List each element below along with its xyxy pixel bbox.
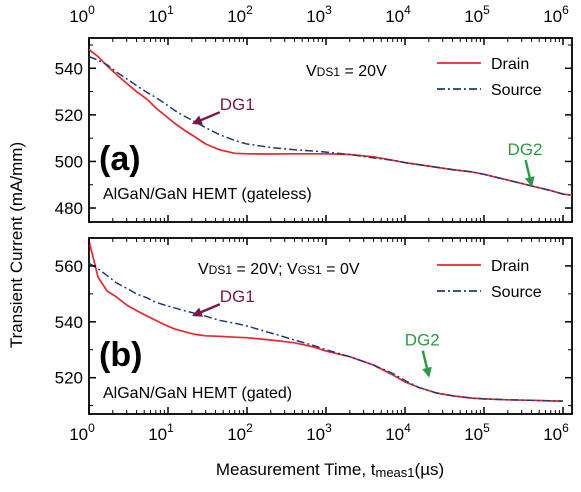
x-tick-exponent: 5: [483, 3, 490, 17]
x-tick-exponent: 1: [167, 3, 174, 17]
x-tick-base: 10: [227, 7, 246, 26]
x-tick-label-top: 106: [543, 3, 569, 26]
y-tick-label: 540: [55, 313, 83, 332]
x-tick-label-top: 104: [385, 3, 411, 26]
legend-label-source: Source: [491, 284, 542, 301]
panel-frames: [88, 37, 573, 415]
x-tick-label-bottom: 104: [385, 421, 411, 444]
x-tick-exponent: 6: [562, 421, 569, 435]
x-tick-label-bottom: 102: [227, 421, 253, 444]
x-tick-exponent: 6: [562, 3, 569, 17]
x-tick-exponent: 4: [404, 3, 411, 17]
condition-v1-val: = 20V: [340, 63, 387, 80]
condition-v2-val: = 0V: [322, 261, 360, 278]
x-tick-label-top: 105: [464, 3, 490, 26]
x-tick-base: 10: [148, 7, 167, 26]
x-tick-base: 10: [543, 425, 562, 444]
x-tick-label-top: 103: [306, 3, 332, 26]
y-tick-label: 540: [55, 59, 83, 78]
x-tick-base: 10: [464, 7, 483, 26]
annotation-label-dg1: DG1: [220, 287, 255, 306]
x-tick-exponent: 1: [167, 421, 174, 435]
condition-v1: V: [306, 63, 317, 80]
x-tick-exponent: 0: [88, 3, 95, 17]
annotation-arrow-dg1: [191, 111, 221, 125]
x-tick-label-top: 101: [148, 3, 174, 26]
annotation-label-dg2: DG2: [508, 140, 543, 159]
x-tick-base: 10: [385, 425, 404, 444]
x-tick-base: 10: [227, 425, 246, 444]
x-tick-label-bottom: 105: [464, 421, 490, 444]
x-tick-base: 10: [464, 425, 483, 444]
x-axis-label-main: Measurement Time, t: [216, 460, 376, 479]
x-tick-base: 10: [543, 7, 562, 26]
x-tick-base: 10: [306, 7, 325, 26]
x-tick-label-bottom: 101: [148, 421, 174, 444]
y-tick-label: 500: [55, 152, 83, 171]
annotation-arrow-dg2: [421, 350, 432, 378]
x-tick-label-top: 102: [227, 3, 253, 26]
series-line-source: [88, 55, 573, 196]
x-tick-exponent: 2: [246, 421, 253, 435]
series-layer: [88, 48, 573, 402]
x-tick-exponent: 0: [88, 421, 95, 435]
y-tick-label: 520: [55, 106, 83, 125]
bias-condition-label: VDS1 = 20V; VGS1 = 0V: [198, 261, 360, 278]
x-tick-label-bottom: 100: [69, 421, 95, 444]
device-label: AlGaN/GaN HEMT (gated): [103, 385, 292, 402]
condition-v2: V: [287, 261, 298, 278]
y-axis-label: Transient Current (mA/mm): [7, 142, 26, 348]
x-tick-base: 10: [69, 7, 88, 26]
x-tick-exponent: 3: [325, 421, 332, 435]
panel-frame: [88, 37, 573, 223]
condition-v1-sub: DS1: [209, 263, 233, 277]
x-tick-base: 10: [306, 425, 325, 444]
panel-label: (a): [99, 140, 141, 178]
condition-v1: V: [198, 261, 209, 278]
legend-label-source: Source: [491, 82, 542, 99]
annotation-label-dg1: DG1: [220, 95, 255, 114]
x-tick-exponent: 2: [246, 3, 253, 17]
x-tick-base: 10: [385, 7, 404, 26]
ticks-layer: [88, 38, 572, 414]
x-tick-label-bottom: 106: [543, 421, 569, 444]
x-tick-exponent: 4: [404, 421, 411, 435]
y-tick-label: 520: [55, 369, 83, 388]
x-axis-label-sub: meas1: [376, 465, 415, 480]
x-tick-exponent: 3: [325, 3, 332, 17]
legend-label-drain: Drain: [491, 56, 529, 73]
y-tick-label: 480: [55, 199, 83, 218]
x-tick-base: 10: [69, 425, 88, 444]
condition-v1-val: = 20V;: [232, 261, 287, 278]
device-label: AlGaN/GaN HEMT (gateless): [103, 186, 312, 203]
annotation-arrow-dg1: [191, 303, 221, 317]
condition-v2-sub: GS1: [298, 263, 322, 277]
legend-label-drain: Drain: [491, 258, 529, 275]
y-tick-label: 560: [55, 257, 83, 276]
annotation-label-dg2: DG2: [405, 331, 440, 350]
x-tick-label-top: 100: [69, 3, 95, 26]
x-tick-exponent: 5: [483, 421, 490, 435]
panel-label: (b): [99, 336, 142, 374]
y-axis-title: Transient Current (mA/mm): [7, 142, 26, 348]
x-tick-base: 10: [148, 425, 167, 444]
x-axis-label: Measurement Time, tmeas1(µs): [216, 460, 444, 480]
annotation-arrow-dg2: [524, 159, 535, 188]
x-tick-label-bottom: 103: [306, 421, 332, 444]
x-axis-label-unit: (µs): [415, 460, 445, 479]
condition-v1-sub: DS1: [317, 65, 341, 79]
bias-condition-label: VDS1 = 20V: [306, 63, 387, 80]
series-line-source: [88, 262, 564, 402]
panel-frame: [88, 237, 573, 415]
